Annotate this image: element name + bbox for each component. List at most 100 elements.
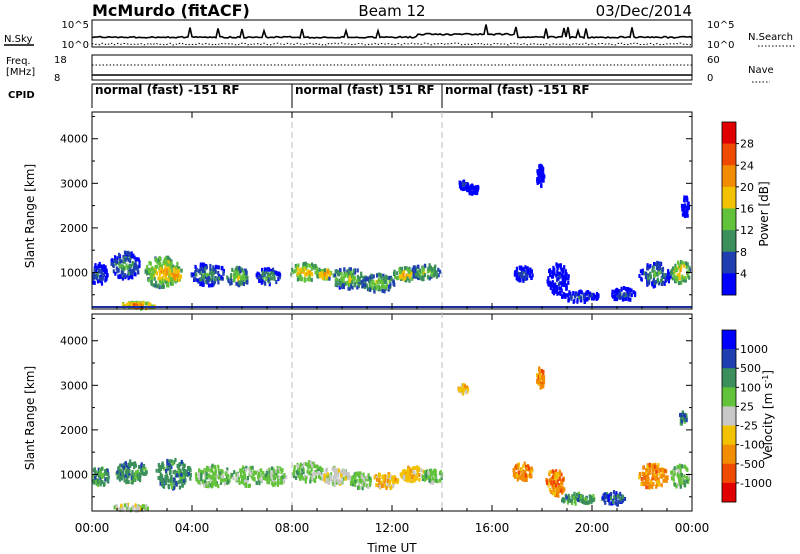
data-cell [170,474,173,479]
data-cell [260,280,263,285]
data-cell [551,485,554,490]
data-cell [376,280,379,285]
colorbar-swatch [722,165,736,188]
colorbar-swatch [722,482,736,503]
data-cell [338,281,341,285]
data-cell [423,273,426,278]
freq-tick-high: 18 [54,55,67,66]
data-cell [683,263,686,268]
data-cell [390,277,393,282]
data-cluster [292,460,324,484]
data-cell [187,471,190,476]
data-cell [611,294,614,299]
data-cell [173,276,176,281]
data-cell [388,284,391,289]
data-cell [604,494,607,499]
data-cell [238,274,241,279]
data-cell [346,274,349,279]
data-cell [582,292,585,297]
data-cell [220,468,223,473]
data-cell [629,297,632,302]
data-cell [265,471,268,475]
beam-title: Beam 12 [358,2,425,20]
data-cell [630,288,633,293]
data-cell [117,275,120,280]
data-cell [662,467,665,472]
colorbar-tick-label: -25 [740,420,758,433]
data-cell [145,306,148,311]
data-cell [349,270,352,275]
data-cell [129,464,132,468]
data-cell [160,280,163,285]
data-cell [353,476,356,481]
data-cell [665,475,668,480]
data-cell [308,277,311,282]
data-cell [220,266,223,271]
data-cell [147,302,150,307]
data-cell [306,263,309,268]
data-cell [164,263,167,268]
data-cell [149,268,152,273]
data-cell [632,290,635,295]
data-cell [157,258,161,263]
data-cell [157,283,160,288]
data-cell [518,266,522,271]
data-cell [155,280,158,285]
data-cell [676,464,679,469]
data-cell [368,476,371,481]
data-cell [244,474,247,479]
data-cell [96,265,99,270]
data-cell [361,284,364,289]
data-cell [410,271,413,276]
data-cell [463,179,466,184]
data-cell [660,270,663,274]
data-cell [648,463,651,468]
data-cell [653,273,656,278]
data-cell [678,475,682,480]
data-cell [323,474,327,479]
data-cell [134,503,137,508]
data-cell [157,462,160,467]
data-cell [337,473,340,478]
data-cell [312,265,315,270]
data-cell [117,507,121,512]
nsky-tick-low: 10^0 [62,40,89,51]
data-cell [217,475,220,480]
data-cell [559,263,562,268]
data-cell [666,275,669,280]
data-cell [357,483,360,487]
data-cell [308,263,311,268]
colorbar-swatch [722,122,736,144]
data-cell [110,261,113,266]
data-cell [149,261,152,266]
data-cell [536,171,539,176]
data-cell [522,278,525,283]
data-cell [560,267,563,272]
data-cell [345,272,348,277]
data-cell [314,474,318,479]
data-cell [677,473,680,478]
data-cell [640,277,643,282]
data-cell [661,266,665,271]
data-cell [329,473,332,478]
data-cell [242,470,245,475]
data-cell [683,418,686,423]
data-cell [353,281,357,286]
data-cell [643,475,646,480]
data-cell [580,499,583,503]
data-cell [308,274,311,279]
data-cell [615,494,618,499]
data-cell [677,260,680,265]
data-cell [608,498,611,503]
data-cell [141,505,144,510]
data-cell [650,480,653,485]
data-cell [309,460,312,465]
data-cell [642,482,645,487]
data-cell [404,477,408,482]
nsearch-tick-low: 10^0 [707,40,734,51]
data-cell [311,262,314,267]
data-cell [582,498,585,503]
data-cell [129,274,132,279]
data-cluster [611,286,637,302]
data-cell [302,270,305,275]
